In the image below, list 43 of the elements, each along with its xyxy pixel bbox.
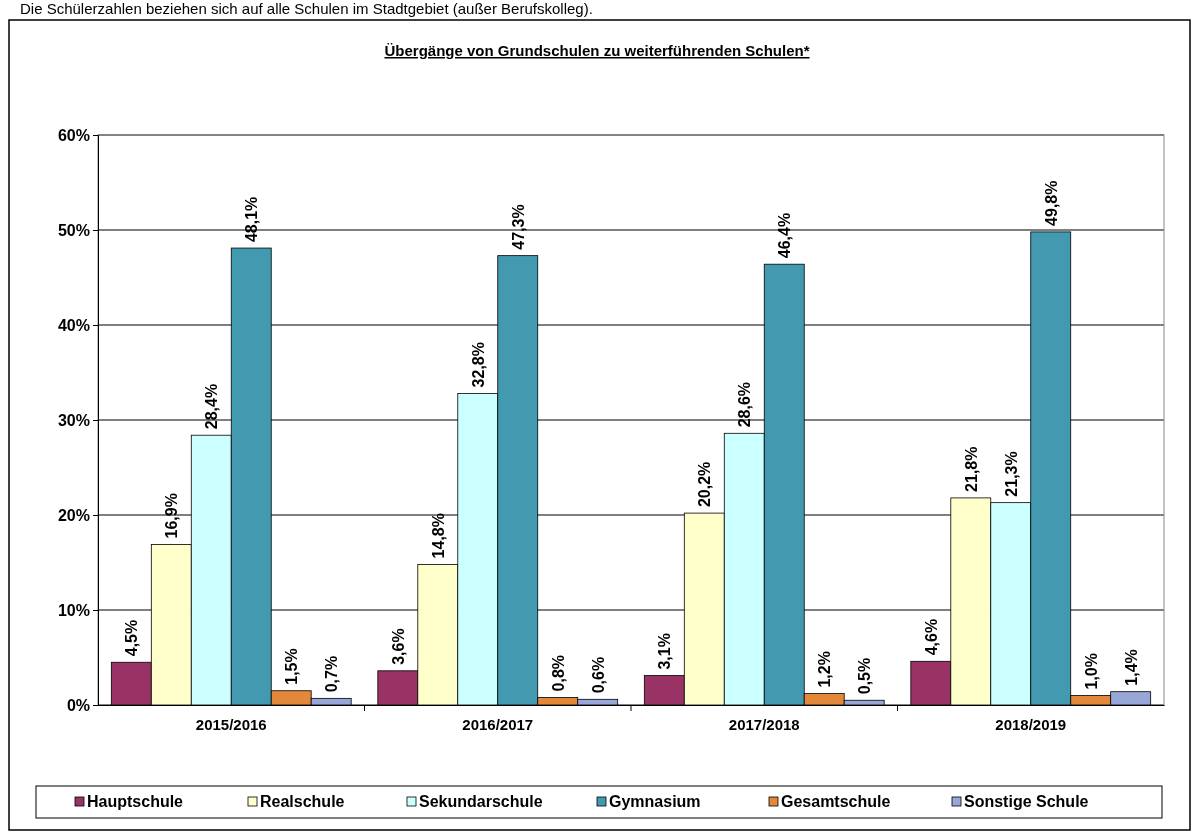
y-tick-label: 10% [57, 601, 90, 619]
data-label: 1,5% [283, 648, 301, 685]
data-label: 4,5% [123, 619, 141, 657]
data-label: 28,6% [736, 381, 754, 428]
y-tick-label: 30% [57, 411, 90, 429]
data-label: 4,6% [922, 618, 940, 656]
y-tick-label: 60% [57, 126, 90, 144]
data-label: 14,8% [429, 513, 447, 559]
y-tick-label: 50% [57, 221, 90, 239]
y-tick-label: 0% [66, 696, 90, 714]
data-label: 0,7% [323, 655, 341, 693]
data-label: 48,1% [243, 196, 261, 243]
data-label: 0,5% [856, 657, 874, 695]
data-label: 1,4% [1122, 649, 1140, 686]
data-label: 32,8% [469, 342, 487, 388]
x-tick-label: 2016/2017 [462, 715, 534, 733]
data-label: 21,3% [1002, 451, 1020, 497]
y-tick-label: 40% [57, 316, 90, 334]
y-tick-label: 20% [57, 506, 90, 524]
data-label: 20,2% [696, 461, 714, 508]
data-label: 0,8% [549, 654, 567, 692]
data-label: 3,1% [656, 633, 674, 670]
x-tick-label: 2018/2019 [995, 715, 1067, 733]
chart-title: Übergänge von Grundschulen zu weiterführenden Schulen* [384, 42, 810, 59]
legend-label: Gymnasium [609, 793, 701, 810]
data-label: 0,6% [589, 656, 607, 694]
data-label: 47,3% [509, 204, 527, 250]
text: Die Schülerzahlen beziehen sich auf alle Schulen im Stadtgebiet (außer Berufskolleg). [20, 0, 593, 17]
x-tick-label: 2015/2016 [195, 715, 267, 733]
legend-label: Realschule [260, 793, 345, 810]
legend-label: Gesamtschule [781, 793, 891, 810]
legend-label: Sekundarschule [419, 793, 543, 810]
x-tick-label: 2017/2018 [728, 715, 800, 733]
data-label: 1,0% [1082, 653, 1100, 690]
data-label: 49,8% [1042, 180, 1060, 226]
data-label: 46,4% [776, 212, 794, 259]
data-label: 3,6% [389, 628, 407, 665]
legend-label: Sonstige Schule [964, 793, 1089, 810]
data-label: 16,9% [163, 493, 181, 539]
data-label: 28,4% [203, 383, 221, 430]
data-label: 1,2% [816, 651, 834, 688]
legend-label: Hauptschule [87, 793, 184, 810]
data-label: 21,8% [962, 446, 980, 492]
